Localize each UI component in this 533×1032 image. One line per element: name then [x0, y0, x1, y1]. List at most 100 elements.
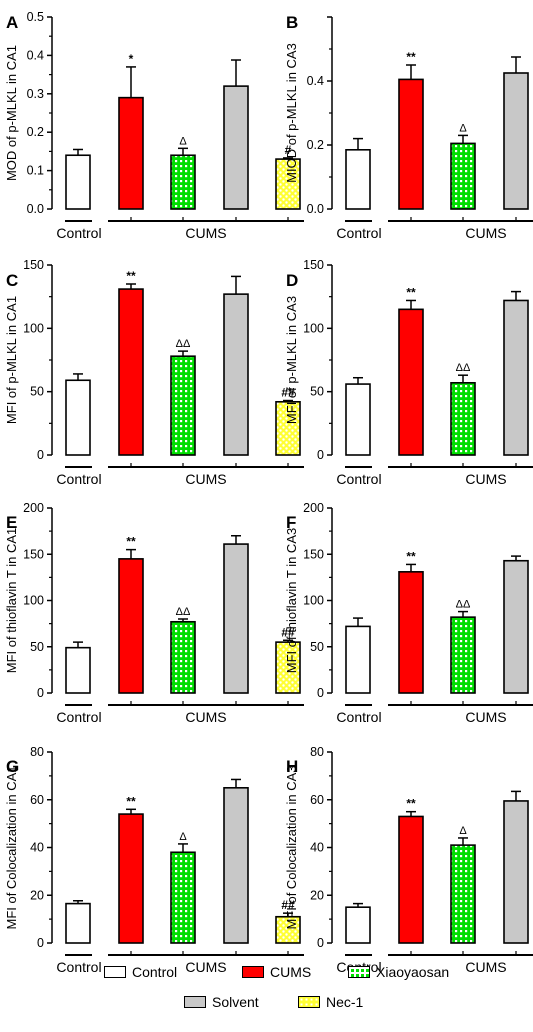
y-tick-label-d: 150 — [303, 258, 324, 272]
bar-control-b — [345, 149, 371, 210]
panel-letter-e: E — [6, 513, 17, 532]
y-tick-label-b: 0.0 — [307, 202, 324, 216]
annotation-xiaoyaosan-g: Δ — [179, 831, 187, 843]
annotation-xiaoyaosan-c: ΔΔ — [176, 338, 191, 350]
y-tick-label-a: 0.0 — [27, 202, 44, 216]
bar-nec1-c — [275, 400, 301, 456]
y-tick-label-c: 50 — [30, 385, 44, 399]
annotation-xiaoyaosan-d: ΔΔ — [456, 362, 471, 374]
annotation-nec1-e: ## — [281, 625, 295, 639]
y-tick-label-f: 100 — [303, 594, 324, 608]
y-tick-label-h: 0 — [317, 936, 324, 950]
y-tick-label-g: 80 — [30, 745, 44, 759]
y-tick-label-g: 20 — [30, 888, 44, 902]
annotation-cums-d: ** — [406, 285, 416, 299]
bar-solvent-c — [223, 293, 249, 456]
annotation-xiaoyaosan-b: Δ — [459, 122, 467, 134]
group-label-cums-b: CUMS — [465, 225, 506, 241]
legend-label-cums: CUMS — [270, 964, 312, 980]
group-label-control-b: Control — [336, 225, 381, 241]
panel-letter-h: H — [286, 757, 298, 776]
bar-control-e — [65, 646, 91, 694]
group-label-cums-h: CUMS — [465, 959, 506, 975]
y-axis-title-e: MFI of thioflavin T in CA1 — [4, 528, 19, 673]
legend: Control CUMS Xiaoyaosan Solvent Nec-1 — [0, 954, 533, 1032]
legend-item-control: Control — [104, 964, 177, 980]
bar-control-a — [65, 154, 91, 210]
annotation-xiaoyaosan-h: Δ — [459, 825, 467, 837]
bar-xiaoyaosan-d — [450, 381, 476, 456]
legend-label-xiaoyaosan: Xiaoyaosan — [376, 964, 450, 980]
group-label-cums-g: CUMS — [185, 959, 226, 975]
bar-nec1-a — [275, 158, 301, 210]
bar-cums-e — [118, 558, 144, 694]
annotation-xiaoyaosan-a: Δ — [179, 135, 187, 147]
y-tick-label-f: 0 — [317, 686, 324, 700]
bar-control-h — [345, 906, 371, 944]
bar-xiaoyaosan-h — [450, 844, 476, 944]
bar-solvent-g — [223, 787, 249, 944]
bar-control-c — [65, 379, 91, 456]
bar-solvent-h — [503, 800, 529, 944]
bar-xiaoyaosan-f — [450, 616, 476, 694]
y-axis-title-c: MFI of p-MLKL in CA1 — [4, 296, 19, 424]
legend-item-xiaoyaosan: Xiaoyaosan — [348, 964, 449, 980]
group-label-cums-d: CUMS — [465, 471, 506, 487]
legend-label-solvent: Solvent — [212, 994, 259, 1010]
legend-swatch-control — [104, 966, 126, 978]
y-tick-label-g: 60 — [30, 793, 44, 807]
y-tick-label-a: 0.2 — [27, 125, 44, 139]
bar-xiaoyaosan-c — [170, 355, 196, 456]
bar-cums-c — [118, 288, 144, 456]
bar-cums-b — [398, 78, 424, 210]
y-tick-label-e: 100 — [23, 594, 44, 608]
y-axis-title-g: MFI of Colocalization in CA1 — [4, 765, 19, 929]
legend-label-control: Control — [132, 964, 178, 980]
group-label-cums-c: CUMS — [185, 471, 226, 487]
group-label-control-c: Control — [56, 471, 101, 487]
group-label-control-e: Control — [56, 709, 101, 725]
bar-xiaoyaosan-e — [170, 620, 196, 694]
bar-nec1-e — [275, 641, 301, 694]
group-label-control-g: Control — [56, 959, 101, 975]
annotation-xiaoyaosan-e: ΔΔ — [176, 606, 191, 618]
y-tick-label-b: 0.4 — [307, 74, 324, 88]
bar-solvent-b — [503, 72, 529, 210]
y-tick-label-h: 20 — [310, 888, 324, 902]
y-tick-label-a: 0.5 — [27, 10, 44, 24]
bar-solvent-a — [223, 85, 249, 210]
panel-letter-f: F — [286, 513, 296, 532]
legend-item-nec1: Nec-1 — [298, 994, 363, 1010]
annotation-cums-e: ** — [126, 535, 136, 549]
bar-control-g — [65, 902, 91, 944]
legend-swatch-cums — [242, 966, 264, 978]
annotation-cums-a: * — [129, 52, 134, 66]
legend-item-solvent: Solvent — [184, 994, 259, 1010]
annotation-nec1-c: ## — [281, 386, 295, 400]
group-label-cums-f: CUMS — [465, 709, 506, 725]
y-tick-label-h: 40 — [310, 841, 324, 855]
y-tick-label-c: 150 — [23, 258, 44, 272]
panel-letter-c: C — [6, 271, 18, 290]
group-label-cums-a: CUMS — [185, 225, 226, 241]
y-tick-label-e: 200 — [23, 501, 44, 515]
annotation-nec1-g: ## — [281, 898, 295, 912]
annotation-cums-h: ** — [406, 797, 416, 811]
bar-cums-a — [118, 96, 144, 210]
y-axis-title-d: MFI of p-MLKL in CA3 — [284, 296, 299, 424]
bar-solvent-e — [223, 543, 249, 694]
group-label-control-a: Control — [56, 225, 101, 241]
bar-control-f — [345, 625, 371, 694]
annotation-cums-f: ** — [406, 549, 416, 563]
y-axis-title-f: MFI of thioflavin T in CA3 — [284, 528, 299, 673]
y-tick-label-f: 150 — [303, 547, 324, 561]
y-axis-title-b: MIOD of p-MLKL in CA3 — [284, 43, 299, 183]
y-tick-label-h: 60 — [310, 793, 324, 807]
panel-letter-g: G — [6, 757, 19, 776]
annotation-cums-b: ** — [406, 50, 416, 64]
y-tick-label-f: 50 — [310, 640, 324, 654]
bar-cums-g — [118, 813, 144, 944]
legend-swatch-xiaoyaosan — [348, 966, 370, 978]
y-tick-label-a: 0.4 — [27, 48, 44, 62]
y-tick-label-h: 80 — [310, 745, 324, 759]
